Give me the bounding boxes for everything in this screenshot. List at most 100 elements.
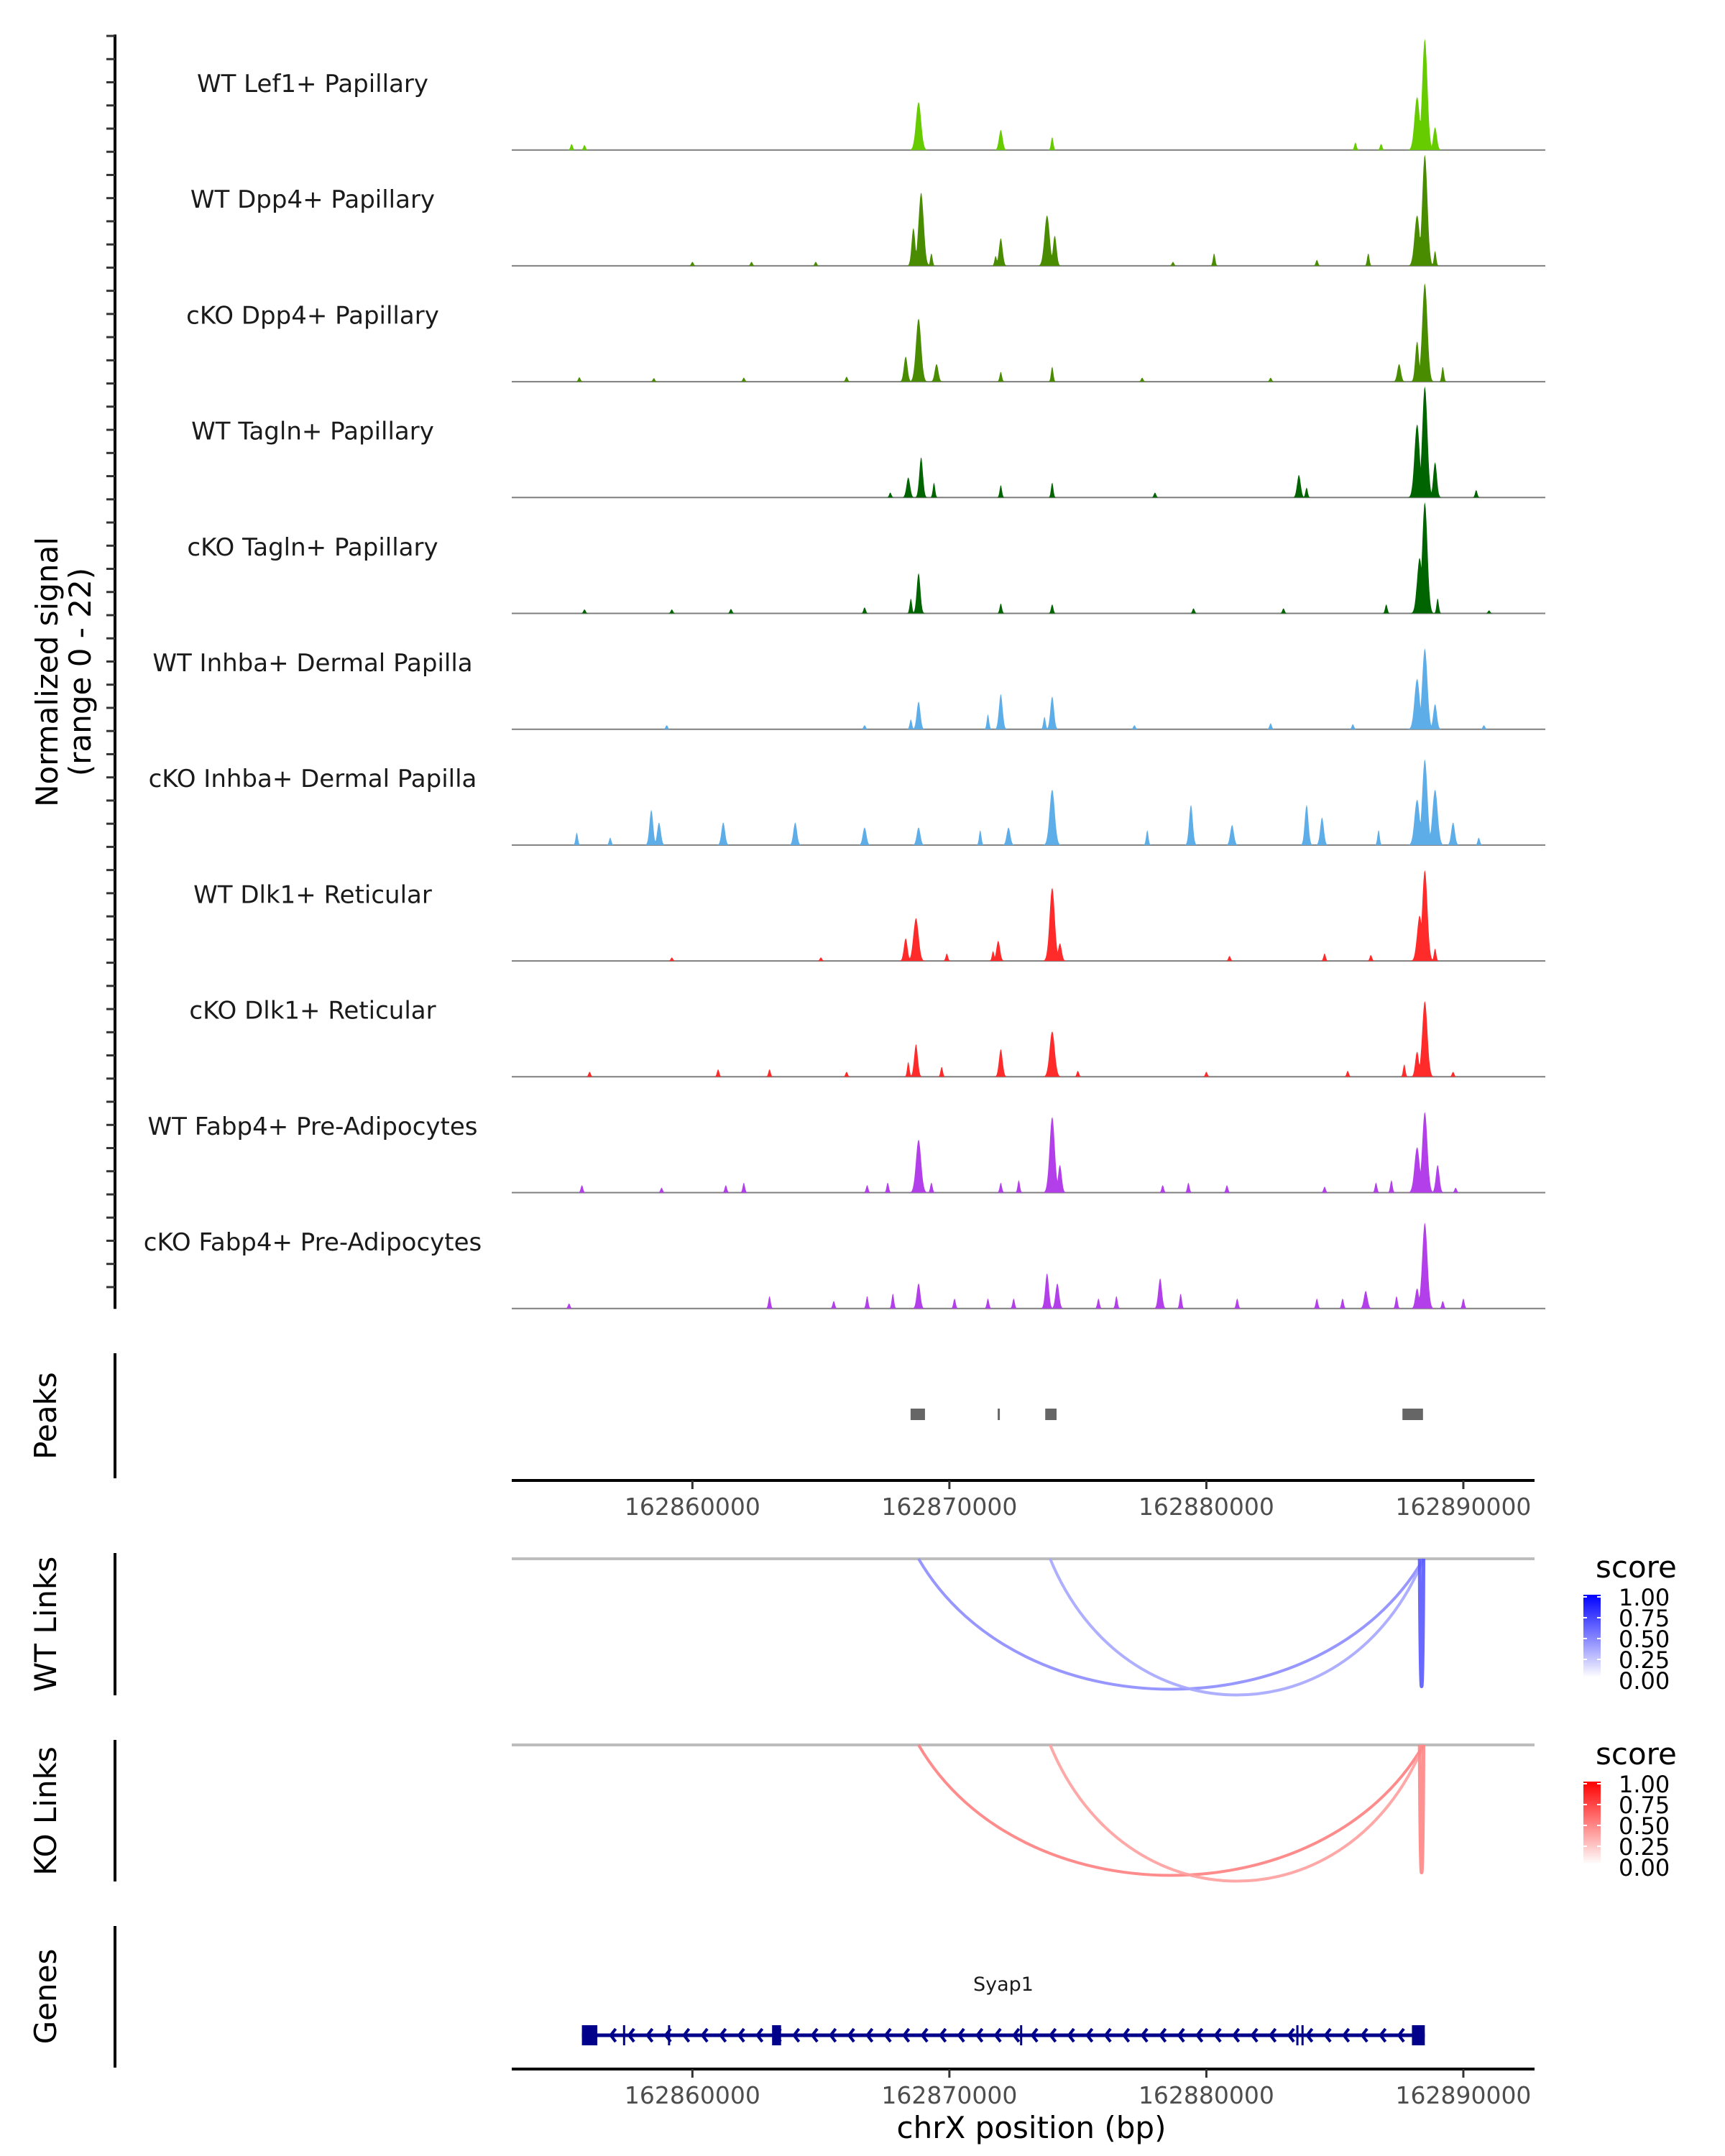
track-label: cKO Fabp4+ Pre-Adipocytes: [144, 1228, 482, 1257]
x-tick-label: 162870000: [881, 2081, 1017, 2109]
signal-track: WT Dpp4+ Papillary: [190, 155, 1545, 267]
gene-exon: [622, 2025, 625, 2045]
signal-track: WT Dlk1+ Reticular: [193, 870, 1545, 962]
strand-arrow: [719, 2027, 727, 2043]
track-label: cKO Dlk1+ Reticular: [189, 997, 436, 1026]
x-axis-peaks: 162860000 162870000 162880000 162890000: [512, 1479, 1535, 1521]
strand-arrow: [755, 2027, 764, 2043]
x-tick-label: 162890000: [1395, 2081, 1531, 2109]
strand-arrow: [847, 2027, 855, 2043]
signal-axis: [106, 34, 116, 1309]
signal-ylabel-line1: Normalized signal: [29, 537, 65, 807]
track-label: cKO Dpp4+ Papillary: [186, 301, 439, 330]
strand-arrow: [792, 2027, 801, 2043]
strand-arrow: [1030, 2027, 1039, 2043]
strand-arrow: [1250, 2027, 1259, 2043]
signal-track: cKO Dpp4+ Papillary: [186, 283, 1545, 383]
strand-arrow: [1379, 2027, 1387, 2043]
x-tick-label: 162880000: [1138, 1493, 1274, 1521]
x-axis-genes: 162860000 162870000 162880000 162890000: [512, 2068, 1535, 2109]
link-arc: [1049, 1558, 1425, 1697]
legend-tick-label: 0.75: [1619, 1792, 1670, 1819]
strand-arrow: [682, 2027, 691, 2043]
peak-region: [998, 1409, 1000, 1420]
signal-area: [512, 283, 1535, 382]
signal-track: WT Inhba+ Dermal Papilla: [152, 648, 1545, 730]
gene-exon: [1020, 2025, 1023, 2045]
signal-area: [512, 1222, 1535, 1309]
track-label: WT Tagln+ Papillary: [191, 418, 434, 446]
signal-ylabel-line2: (range 0 - 22): [63, 568, 98, 776]
strand-arrow: [993, 2027, 1002, 2043]
strand-arrow: [609, 2027, 617, 2043]
link-arc: [917, 1743, 1425, 1877]
strand-arrow: [1323, 2027, 1332, 2043]
legend-tick-label: 0.50: [1619, 1626, 1670, 1653]
signal-track: WT Fabp4+ Pre-Adipocytes: [148, 1112, 1545, 1194]
signal-area: [512, 155, 1535, 266]
strand-arrow: [1360, 2027, 1368, 2043]
strand-arrow: [1213, 2027, 1222, 2043]
strand-arrow: [1232, 2027, 1241, 2043]
legend-colorbar: [1583, 1782, 1601, 1864]
track-label: WT Fabp4+ Pre-Adipocytes: [148, 1112, 478, 1141]
strand-arrow: [737, 2027, 745, 2043]
legend-tick-label: 0.50: [1619, 1812, 1670, 1840]
strand-arrow: [1067, 2027, 1075, 2043]
track-label: WT Dpp4+ Papillary: [190, 185, 435, 214]
strand-arrow: [810, 2027, 819, 2043]
genes-track: Syap1: [581, 1973, 1425, 2045]
link-arc: [1417, 1744, 1426, 1875]
signal-area: [512, 39, 1535, 150]
peaks-track: [910, 1409, 1423, 1420]
strand-arrow: [920, 2027, 929, 2043]
ko-links-label: KO Links: [28, 1746, 63, 1876]
gene-exon: [1412, 2025, 1425, 2045]
x-tick-label: 162860000: [625, 2081, 760, 2109]
legend-tick-label: 0.00: [1619, 1667, 1670, 1695]
legend-colorbar: [1583, 1595, 1601, 1677]
signal-area: [512, 648, 1535, 729]
strand-arrow: [1287, 2027, 1295, 2043]
signal-track: cKO Fabp4+ Pre-Adipocytes: [144, 1222, 1545, 1309]
gene-exon: [772, 2025, 781, 2045]
strand-arrow: [1159, 2027, 1167, 2043]
strand-arrow: [865, 2027, 874, 2043]
strand-arrow: [883, 2027, 892, 2043]
strand-arrow: [627, 2027, 635, 2043]
x-axis-title: chrX position (bp): [897, 2110, 1167, 2145]
link-arc: [1049, 1744, 1425, 1883]
wt-links-track: [512, 1557, 1535, 1697]
strand-arrow: [1195, 2027, 1204, 2043]
strand-arrow: [700, 2027, 709, 2043]
track-label: WT Dlk1+ Reticular: [193, 880, 432, 909]
track-label: WT Inhba+ Dermal Papilla: [152, 649, 472, 678]
strand-arrow: [645, 2027, 654, 2043]
strand-arrow: [1140, 2027, 1149, 2043]
strand-arrow: [1342, 2027, 1351, 2043]
strand-arrow: [1012, 2027, 1021, 2043]
x-tick-label: 162880000: [1138, 2081, 1274, 2109]
signal-track: cKO Dlk1+ Reticular: [189, 997, 1545, 1078]
strand-arrow: [1103, 2027, 1112, 2043]
signal-area: [512, 502, 1535, 614]
signal-area: [512, 870, 1535, 962]
strand-arrow: [1305, 2027, 1314, 2043]
legend-tick-label: 0.75: [1619, 1605, 1670, 1632]
signal-ylabel: Normalized signal (range 0 - 22): [29, 537, 98, 807]
x-tick-label: 162870000: [881, 1493, 1017, 1521]
wt-links-label: WT Links: [28, 1557, 63, 1692]
strand-arrow: [1085, 2027, 1094, 2043]
track-label: WT Lef1+ Papillary: [197, 70, 428, 98]
x-tick-label: 162890000: [1395, 1493, 1531, 1521]
signal-area: [512, 1112, 1535, 1193]
gene-exon: [668, 2025, 671, 2045]
signal-track: WT Tagln+ Papillary: [191, 386, 1545, 499]
genes-track-label: Genes: [28, 1949, 63, 2045]
track-label: cKO Inhba+ Dermal Papilla: [149, 765, 477, 793]
strand-arrow: [1397, 2027, 1405, 2043]
strand-arrow: [975, 2027, 984, 2043]
signal-area: [512, 1001, 1535, 1077]
signal-track: cKO Tagln+ Papillary: [187, 502, 1545, 614]
